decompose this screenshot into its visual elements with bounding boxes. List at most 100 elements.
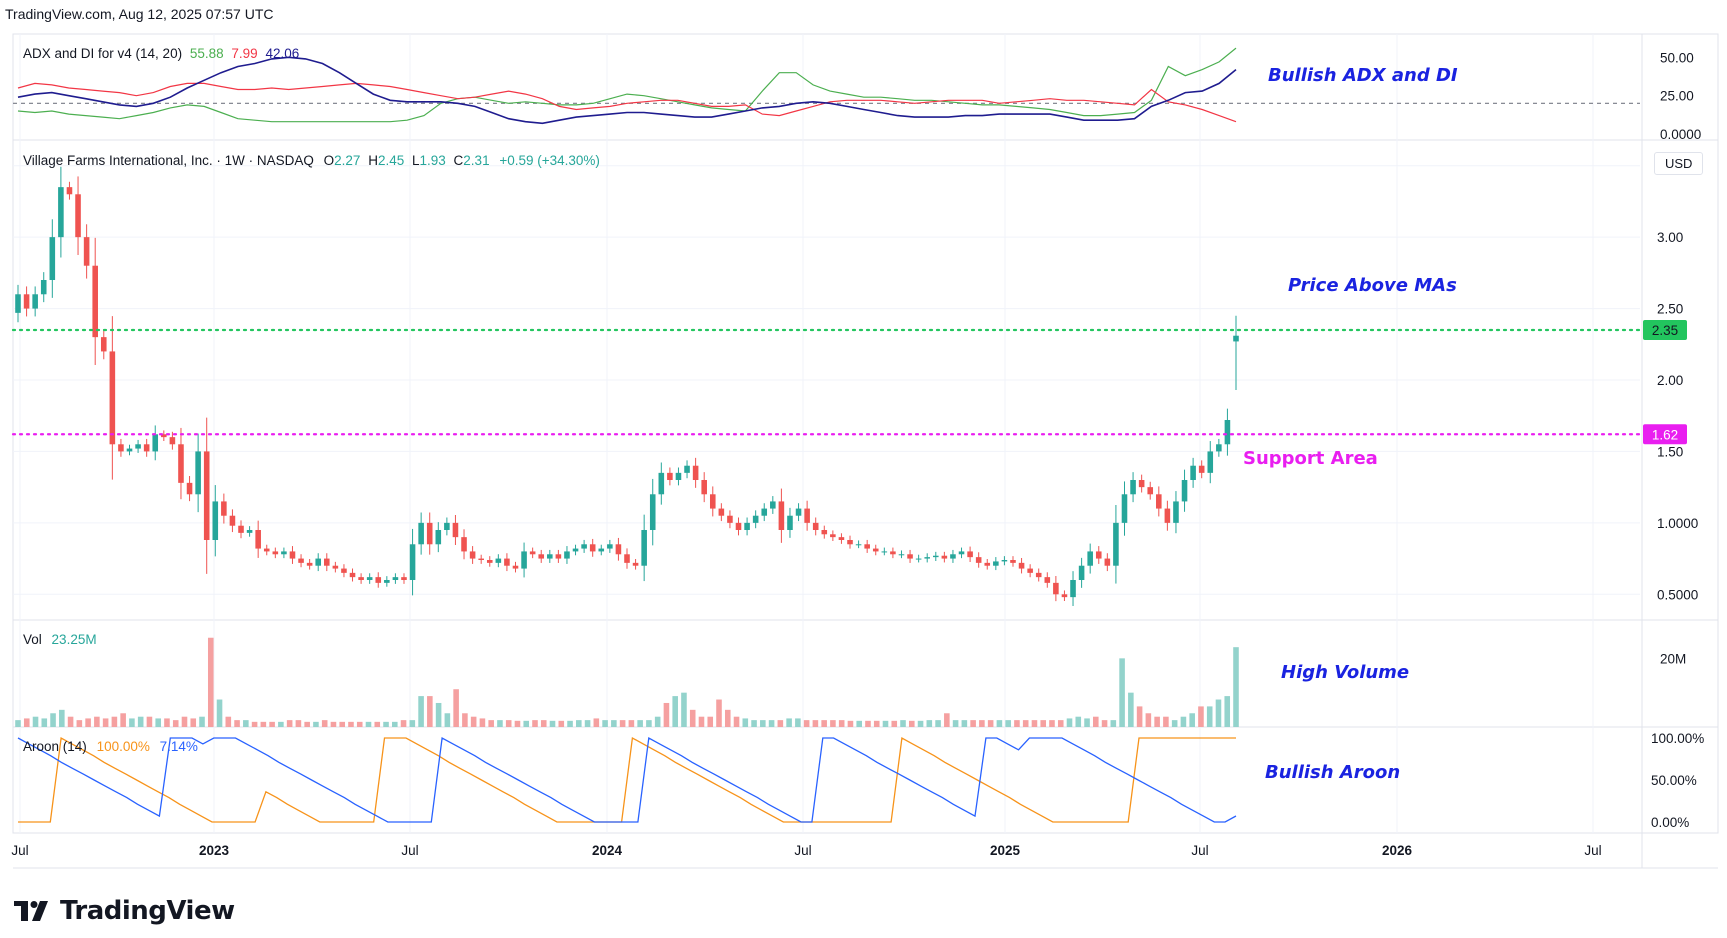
volume-bar (453, 689, 459, 727)
chart-header: TradingView.com, Aug 12, 2025 07:57 UTC (5, 6, 274, 22)
candle-body (658, 472, 665, 495)
volume-bar (181, 716, 188, 727)
candle-body (1027, 568, 1033, 573)
candle-body (1130, 480, 1136, 495)
candle-body (907, 554, 913, 559)
annotation-price-above-mas: Price Above MAs (1288, 275, 1457, 296)
volume-bar (584, 720, 591, 727)
volume-bar (251, 721, 258, 727)
candle-body (315, 558, 321, 566)
volume-bar (102, 718, 109, 727)
volume-bar (234, 720, 240, 727)
time-tick-label: Jul (1584, 843, 1601, 858)
candle-body (83, 237, 90, 266)
candle-body (349, 572, 356, 578)
candle-body (778, 501, 785, 530)
volume-bar (637, 720, 643, 727)
candle-body (143, 444, 150, 452)
volume-bar (672, 696, 678, 727)
volume-bar (689, 709, 696, 727)
candles (15, 166, 1239, 606)
volume-bar (111, 716, 118, 727)
volume-bar (427, 696, 433, 727)
volume-bar (67, 716, 74, 727)
candle-body (246, 530, 253, 533)
candle-body (40, 280, 47, 295)
volume-bar (1224, 696, 1231, 727)
volume-value: 23.25M (51, 632, 97, 647)
volume-bar (488, 720, 494, 727)
adx-di-minus-line (17, 82, 1237, 123)
aroon-down-value: 7.14% (159, 739, 198, 754)
aroon-tick-label: 100.00% (1651, 731, 1704, 746)
currency-button[interactable]: USD (1654, 152, 1704, 175)
volume-bar (321, 720, 328, 727)
candle-body (1164, 508, 1171, 523)
candle-body (872, 548, 879, 552)
candle-body (289, 551, 296, 559)
volume-bar (698, 716, 705, 727)
aroon-down-line (17, 736, 1237, 823)
candle-body (718, 508, 725, 516)
candle-body (444, 522, 450, 530)
price-tick-label: 1.50 (1657, 444, 1683, 459)
volume-bar (1180, 716, 1187, 727)
candle-body (504, 558, 510, 566)
volume-bar (760, 720, 766, 727)
volume-bar (663, 702, 670, 727)
volume-bar (137, 716, 144, 727)
candle-body (32, 294, 38, 309)
candle-body (169, 437, 176, 445)
candle-body (864, 544, 870, 549)
volume-bar (172, 720, 179, 727)
candle-body (761, 508, 768, 516)
volume-bar (50, 713, 56, 727)
candle-body (229, 515, 236, 526)
volume-bar (768, 720, 775, 727)
aroon-title: Aroon (14) (23, 739, 87, 754)
volume-bar (1084, 718, 1090, 727)
candle-body (855, 544, 862, 546)
volume-bar (532, 720, 538, 727)
time-tick-label: Jul (1191, 843, 1208, 858)
volume-bar (1206, 706, 1213, 727)
candle-body (1070, 580, 1076, 598)
candle-body (812, 522, 819, 530)
volume-bar (593, 718, 600, 727)
candle-body (787, 515, 793, 530)
volume-bar (1049, 720, 1055, 727)
price-tick-label: 2.00 (1657, 373, 1683, 388)
volume-bar (803, 720, 810, 727)
volume-bar (882, 720, 889, 727)
candle-body (572, 548, 579, 552)
volume-bar (917, 720, 924, 727)
high-label: H (368, 153, 378, 168)
volume-bar (330, 721, 337, 727)
adx-tick-label: 0.0000 (1660, 127, 1701, 142)
tradingview-logo[interactable]: TradingView (14, 893, 235, 929)
close-label: C (453, 153, 464, 168)
candle-body (512, 565, 519, 569)
candle-body (461, 537, 467, 552)
candle-body (1113, 522, 1119, 566)
candle-body (615, 544, 622, 555)
volume-bar (681, 692, 687, 727)
volume-bar (602, 720, 608, 727)
volume-bar (1189, 713, 1195, 727)
volume-bar (444, 713, 451, 727)
volume-bar (365, 721, 372, 727)
volume-bar (497, 720, 503, 727)
candle-body (941, 555, 948, 559)
volume-bar (313, 721, 319, 727)
candle-body (92, 265, 98, 338)
candle-body (727, 515, 733, 523)
volume-bar (654, 716, 661, 727)
candle-body (692, 465, 699, 480)
candle-body (538, 554, 545, 559)
volume-bar (1136, 706, 1143, 727)
volume-bar (926, 720, 933, 727)
volume-bar (961, 720, 968, 727)
candle-body (324, 558, 330, 566)
candle-body (795, 508, 802, 516)
